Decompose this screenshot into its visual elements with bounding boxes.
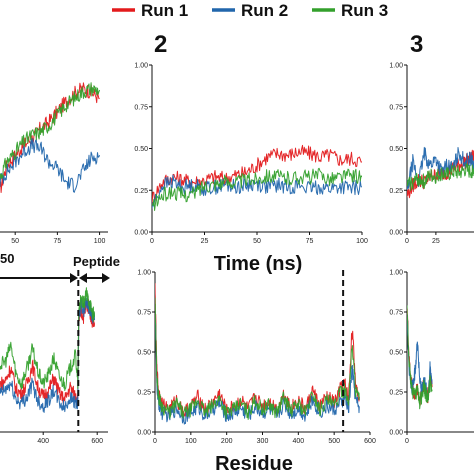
series-line-run3 [0,287,95,391]
rmsf-panel-3: 00.00 0.25 0.50 0.75 1.00 [389,270,474,445]
y-tick-label: 1.00 [134,63,148,70]
y-tick-label: 0.50 [134,146,148,153]
rmsd-panel-1: 50 75 100 [0,82,108,245]
x-tick-label: 400 [37,438,49,445]
y-tick-label: 1.00 [389,270,403,277]
x-tick-label: 400 [292,438,304,445]
x-tick-label: 25 [432,238,440,245]
series-line-run3 [152,167,362,211]
series-group [0,82,101,193]
series-line-run3 [407,163,474,191]
series-group [152,144,362,211]
y-tick-label: 0.25 [389,390,403,397]
y-tick-label: 0.00 [389,230,403,237]
x-tick-label: 200 [221,438,233,445]
region-label-peptide: Peptide [73,254,120,269]
x-tick-label: 600 [91,438,103,445]
rmsd-panel-3: 0 25 0.00 0.25 0.50 0.75 1.00 [389,63,474,245]
series-line-run2 [0,138,101,193]
series-line-run2 [407,146,474,190]
region-arrow-peptide-head-right [102,273,110,283]
x-tick-label: 100 [185,438,197,445]
series-group [407,146,474,199]
series-line-run3 [155,297,360,420]
x-tick-label: 100 [94,238,106,245]
rmsd-panel-2: 0 25 50 75 100 0.00 0.25 0.50 0.75 1.00 [134,63,368,246]
y-tick-label: 0.50 [389,146,403,153]
rmsf-panel-2: 0 100 200 300 400 500 600 0.00 0.25 0.50 0.75 1.00 [137,270,376,446]
series-line-run1 [152,144,362,205]
x-tick-label: 0 [150,238,154,245]
x-tick-label: 75 [53,238,61,245]
x-tick-label: 500 [328,438,340,445]
x-tick-label: 100 [356,238,368,245]
residue-axis-title: Residue [215,453,293,474]
region-label-left: 50 [0,251,14,266]
series-line-run3 [407,305,433,410]
panels-layer: 50 75 100 0 25 50 75 100 0.00 0.25 0.50 0.75 1.00 0 25… [0,63,474,446]
legend-label-run2: Run 2 [241,1,288,20]
series-line-run3 [0,82,101,180]
panel-label-2: 2 [154,31,167,58]
legend-label-run3: Run 3 [341,1,388,20]
y-tick-label: 0.50 [137,350,151,357]
series-group [155,283,360,425]
series-group [0,287,95,413]
series-group [407,305,433,410]
y-tick-label: 0.00 [134,230,148,237]
y-tick-label: 1.00 [137,270,151,277]
legend-label-run1: Run 1 [141,1,188,20]
rmsf-panel-1: 400 600 [0,270,108,445]
series-line-run1 [0,82,100,193]
region-arrow-left-head [70,273,78,283]
legend: Run 1 Run 2 Run 3 [112,1,388,20]
y-tick-label: 0.00 [137,430,151,437]
y-tick-label: 0.75 [137,310,151,317]
y-tick-label: 0.25 [134,188,148,195]
y-tick-label: 0.00 [389,430,403,437]
x-tick-label: 0 [405,238,409,245]
time-axis-title: Time (ns) [214,253,303,275]
region-annotation: 50 Peptide [0,251,120,283]
y-tick-label: 1.00 [389,63,403,70]
y-tick-label: 0.75 [389,104,403,111]
y-tick-label: 0.25 [389,188,403,195]
x-tick-label: 0 [153,438,157,445]
x-tick-label: 0 [405,438,409,445]
series-line-run1 [155,283,360,418]
y-tick-label: 0.75 [389,310,403,317]
y-tick-label: 0.25 [137,390,151,397]
x-tick-label: 300 [257,438,269,445]
x-tick-label: 50 [11,238,19,245]
y-tick-label: 0.75 [134,104,148,111]
region-arrow-peptide-head-left [79,273,87,283]
x-tick-label: 75 [306,238,314,245]
y-tick-label: 0.50 [389,350,403,357]
x-tick-label: 25 [201,238,209,245]
x-tick-label: 50 [253,238,261,245]
x-tick-label: 600 [364,438,376,445]
panel-label-3: 3 [410,31,423,58]
